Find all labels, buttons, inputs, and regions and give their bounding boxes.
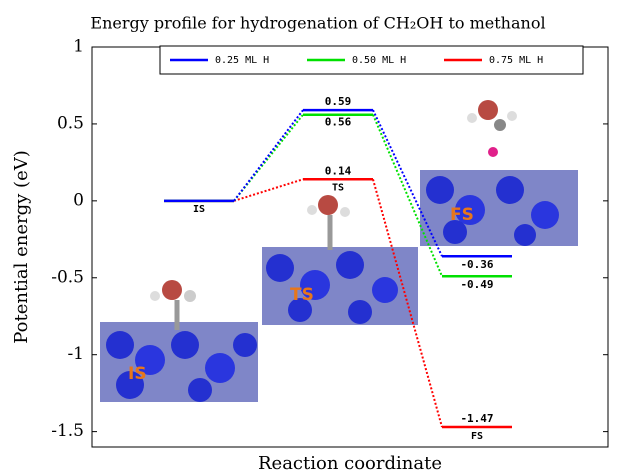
- y-tick-label: -0.5: [51, 267, 84, 287]
- stage-label: IS: [193, 204, 205, 215]
- structure-label: FS: [450, 205, 474, 225]
- stage-label: TS: [332, 182, 344, 193]
- y-tick-label: 1: [73, 37, 84, 57]
- value-label: -1.47: [460, 412, 493, 425]
- value-label: 0.56: [325, 116, 352, 129]
- value-label: -0.49: [460, 278, 493, 291]
- ts-structure: [262, 195, 418, 325]
- connector: [233, 178, 304, 202]
- chart-title: Energy profile for hydrogenation of CH₂O…: [90, 14, 545, 33]
- is-structure: [100, 280, 258, 402]
- structure-images: [100, 100, 578, 402]
- value-label: 0.14: [325, 164, 352, 177]
- fs-structure: [420, 100, 578, 246]
- legend-box: [159, 45, 584, 75]
- connector: [233, 109, 304, 202]
- y-axis-label: Potential energy (eV): [11, 150, 32, 344]
- legend-label: 0.50 ML H: [352, 55, 406, 66]
- connector: [372, 109, 443, 257]
- connector: [372, 179, 443, 428]
- connector: [372, 114, 443, 277]
- x-axis-label: Reaction coordinate: [258, 453, 442, 474]
- structure-label: IS: [128, 364, 147, 384]
- legend-label: 0.25 ML H: [215, 55, 269, 66]
- stage-label: FS: [471, 431, 483, 442]
- y-tick-label: -1: [67, 344, 84, 364]
- value-label: 0.59: [325, 95, 352, 108]
- y-tick-label: 0.5: [57, 113, 84, 133]
- legend-label: 0.75 ML H: [489, 55, 543, 66]
- legend: 0.25 ML H 0.50 ML H 0.75 ML H: [159, 45, 584, 75]
- y-tick-label: -1.5: [51, 421, 84, 441]
- structure-label: TS: [290, 285, 314, 305]
- value-label: -0.36: [460, 258, 493, 271]
- y-tick-label: 0: [73, 190, 84, 210]
